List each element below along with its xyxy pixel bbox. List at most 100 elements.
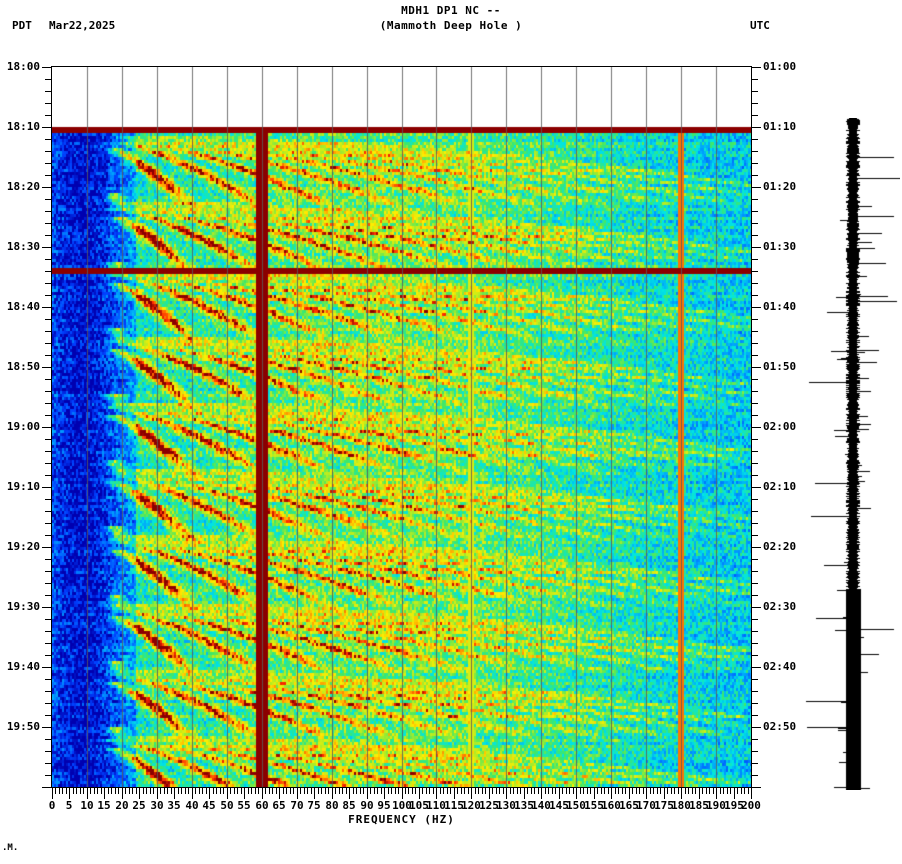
x-axis-minor-tick xyxy=(90,788,91,794)
x-axis-title: FREQUENCY (HZ) xyxy=(348,813,455,826)
x-axis-label: 55 xyxy=(237,799,251,812)
x-axis-label: 105 xyxy=(409,799,429,812)
y-axis-major-tick xyxy=(752,247,761,248)
x-axis-minor-tick xyxy=(76,788,77,794)
y-axis-minor-tick xyxy=(752,499,758,500)
x-axis-major-tick xyxy=(52,788,53,799)
x-axis-minor-tick xyxy=(590,788,591,794)
x-axis-label: 185 xyxy=(689,799,709,812)
y-axis-right-label: 02:50 xyxy=(763,720,797,733)
x-axis-label: 180 xyxy=(671,799,691,812)
y-axis-minor-tick xyxy=(752,223,758,224)
y-axis-minor-tick xyxy=(45,475,51,476)
x-axis-minor-tick xyxy=(695,788,696,794)
y-axis-major-tick xyxy=(42,487,51,488)
x-axis-major-tick xyxy=(629,788,630,799)
corner-mark-glyph: .M. xyxy=(2,843,19,853)
y-axis-major-tick xyxy=(752,67,761,68)
x-axis-minor-tick xyxy=(531,788,532,794)
y-axis-major-tick xyxy=(42,67,51,68)
y-axis-minor-tick xyxy=(752,151,758,152)
y-axis-minor-tick xyxy=(45,211,51,212)
y-axis-minor-tick xyxy=(752,199,758,200)
x-axis-minor-tick xyxy=(83,788,84,794)
y-axis-major-tick xyxy=(752,667,761,668)
y-axis-major-tick xyxy=(42,427,51,428)
x-axis-minor-tick xyxy=(653,788,654,794)
y-axis-minor-tick xyxy=(45,679,51,680)
x-axis-label: 5 xyxy=(65,799,73,812)
x-axis-minor-tick xyxy=(741,788,742,794)
y-axis-minor-tick xyxy=(752,391,758,392)
x-axis-minor-tick xyxy=(643,788,644,794)
x-axis-minor-tick xyxy=(62,788,63,794)
y-axis-left-label: 18:50 xyxy=(6,360,40,373)
x-axis-label: 80 xyxy=(325,799,339,812)
y-axis-minor-tick xyxy=(45,691,51,692)
y-axis-minor-tick xyxy=(45,199,51,200)
x-axis-major-tick xyxy=(716,788,717,799)
y-axis-minor-tick xyxy=(752,463,758,464)
y-axis-minor-tick xyxy=(752,631,758,632)
x-axis-major-tick xyxy=(332,788,333,799)
y-axis-minor-tick xyxy=(752,343,758,344)
x-axis-minor-tick xyxy=(485,788,486,794)
y-axis-minor-tick xyxy=(752,643,758,644)
x-axis-minor-tick xyxy=(443,788,444,794)
x-axis-minor-tick xyxy=(374,788,375,794)
x-axis-major-tick xyxy=(471,788,472,799)
y-axis-minor-tick xyxy=(752,739,758,740)
x-axis-minor-tick xyxy=(216,788,217,794)
x-axis-label: 85 xyxy=(342,799,356,812)
y-axis-minor-tick xyxy=(45,379,51,380)
x-axis-minor-tick xyxy=(618,788,619,794)
y-axis-minor-tick xyxy=(45,355,51,356)
y-axis-minor-tick xyxy=(45,391,51,392)
x-axis-major-tick xyxy=(157,788,158,799)
y-axis-minor-tick xyxy=(45,103,51,104)
x-axis-minor-tick xyxy=(265,788,266,794)
x-axis-minor-tick xyxy=(153,788,154,794)
x-axis-major-tick xyxy=(559,788,560,799)
x-axis-minor-tick xyxy=(206,788,207,794)
x-axis-major-tick xyxy=(192,788,193,799)
y-axis-minor-tick xyxy=(45,283,51,284)
y-axis-minor-tick xyxy=(752,775,758,776)
x-axis-major-tick xyxy=(734,788,735,799)
y-axis-minor-tick xyxy=(752,559,758,560)
y-axis-left-label: 19:00 xyxy=(6,420,40,433)
x-axis-labels: 0 5 10 15 20 25 30 35 40 45 50 55 60 65 70 75 80 85 90 95 10… xyxy=(0,799,902,815)
x-axis-minor-tick xyxy=(283,788,284,794)
x-axis-label: 90 xyxy=(360,799,374,812)
x-axis-major-tick xyxy=(524,788,525,799)
y-axis-major-tick xyxy=(752,307,761,308)
x-axis-minor-tick xyxy=(433,788,434,794)
x-axis-minor-tick xyxy=(527,788,528,794)
y-axis-right-label: 01:50 xyxy=(763,360,797,373)
y-axis-major-tick xyxy=(42,667,51,668)
y-axis-minor-tick xyxy=(45,163,51,164)
x-axis-minor-tick xyxy=(143,788,144,794)
y-axis-left-label: 18:20 xyxy=(6,180,40,193)
x-axis-major-tick xyxy=(367,788,368,799)
x-axis-major-tick xyxy=(646,788,647,799)
x-axis-minor-tick xyxy=(464,788,465,794)
x-axis-minor-tick xyxy=(293,788,294,794)
y-axis-left-label: 19:20 xyxy=(6,540,40,553)
x-axis-minor-tick xyxy=(457,788,458,794)
y-axis-minor-tick xyxy=(45,655,51,656)
y-axis-minor-tick xyxy=(752,259,758,260)
x-axis-minor-tick xyxy=(335,788,336,794)
x-axis-minor-tick xyxy=(188,788,189,794)
y-axis-minor-tick xyxy=(45,271,51,272)
y-axis-major-tick xyxy=(42,307,51,308)
x-axis-minor-tick xyxy=(737,788,738,794)
x-axis-minor-tick xyxy=(381,788,382,794)
x-axis-minor-tick xyxy=(597,788,598,794)
y-axis-minor-tick xyxy=(752,751,758,752)
x-axis-minor-tick xyxy=(569,788,570,794)
y-axis-minor-tick xyxy=(752,163,758,164)
y-axis-minor-tick xyxy=(752,295,758,296)
y-axis-minor-tick xyxy=(752,571,758,572)
